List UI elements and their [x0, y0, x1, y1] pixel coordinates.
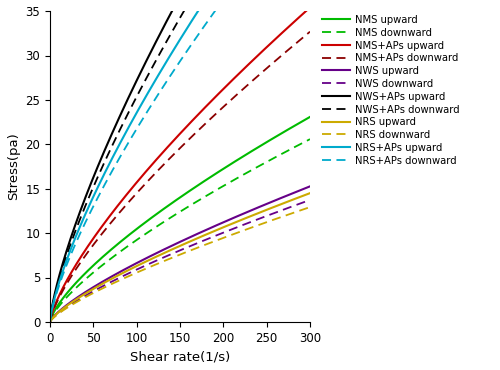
- Legend: NMS upward, NMS downward, NMS+APs upward, NMS+APs downward, NWS upward, NWS down: NMS upward, NMS downward, NMS+APs upward…: [320, 13, 462, 168]
- Y-axis label: Stress(pa): Stress(pa): [7, 132, 20, 201]
- X-axis label: Shear rate(1/s): Shear rate(1/s): [130, 350, 230, 363]
